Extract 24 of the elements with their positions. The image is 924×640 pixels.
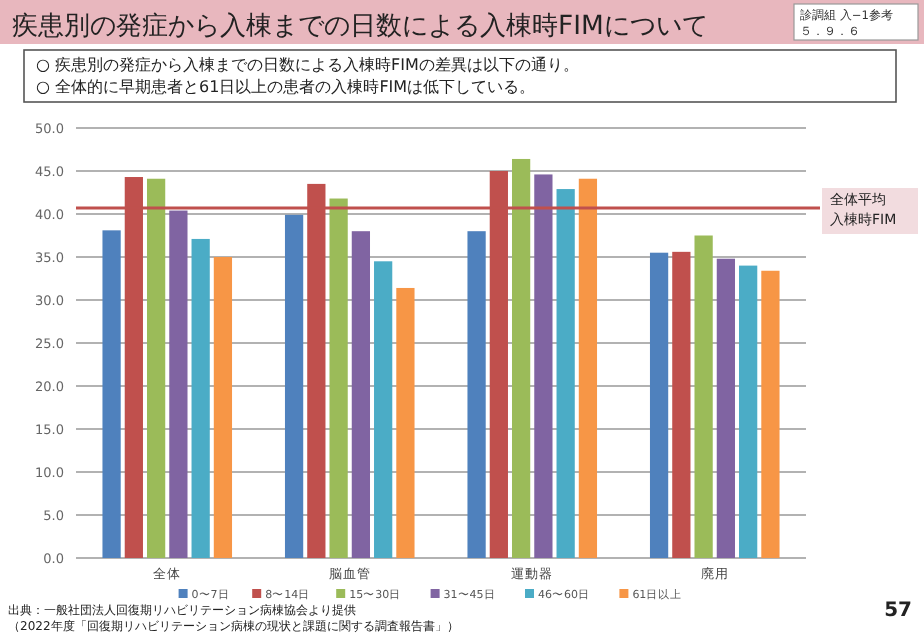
bar: [716, 258, 736, 558]
bar: [213, 257, 233, 558]
chart-title: 疾患別の発症から入棟までの日数による入棟時FIMについて: [12, 12, 708, 42]
bar: [396, 287, 415, 558]
bar: [578, 178, 598, 558]
bar: [374, 261, 393, 558]
bar: [534, 174, 553, 558]
bar: [556, 189, 575, 558]
bar: [169, 210, 188, 558]
bar: [467, 231, 486, 558]
bar: [329, 198, 348, 558]
bar: [761, 270, 780, 558]
bar: [694, 235, 713, 558]
bar: [739, 265, 758, 558]
bar: [284, 214, 304, 558]
bar: [191, 238, 210, 558]
bar: [146, 178, 166, 558]
text: 57: [884, 600, 913, 622]
bar: [351, 231, 371, 558]
text: ○ 疾患別の発症から入棟までの日数による入棟時FIMの差異は以下の通り。 ○ 全体的に早期患者と61日以上の患者の入棟時FIMは低下している。: [36, 56, 579, 96]
bar: [102, 230, 121, 558]
bar: [672, 251, 691, 558]
bar: [649, 252, 669, 558]
bar: [511, 158, 531, 558]
